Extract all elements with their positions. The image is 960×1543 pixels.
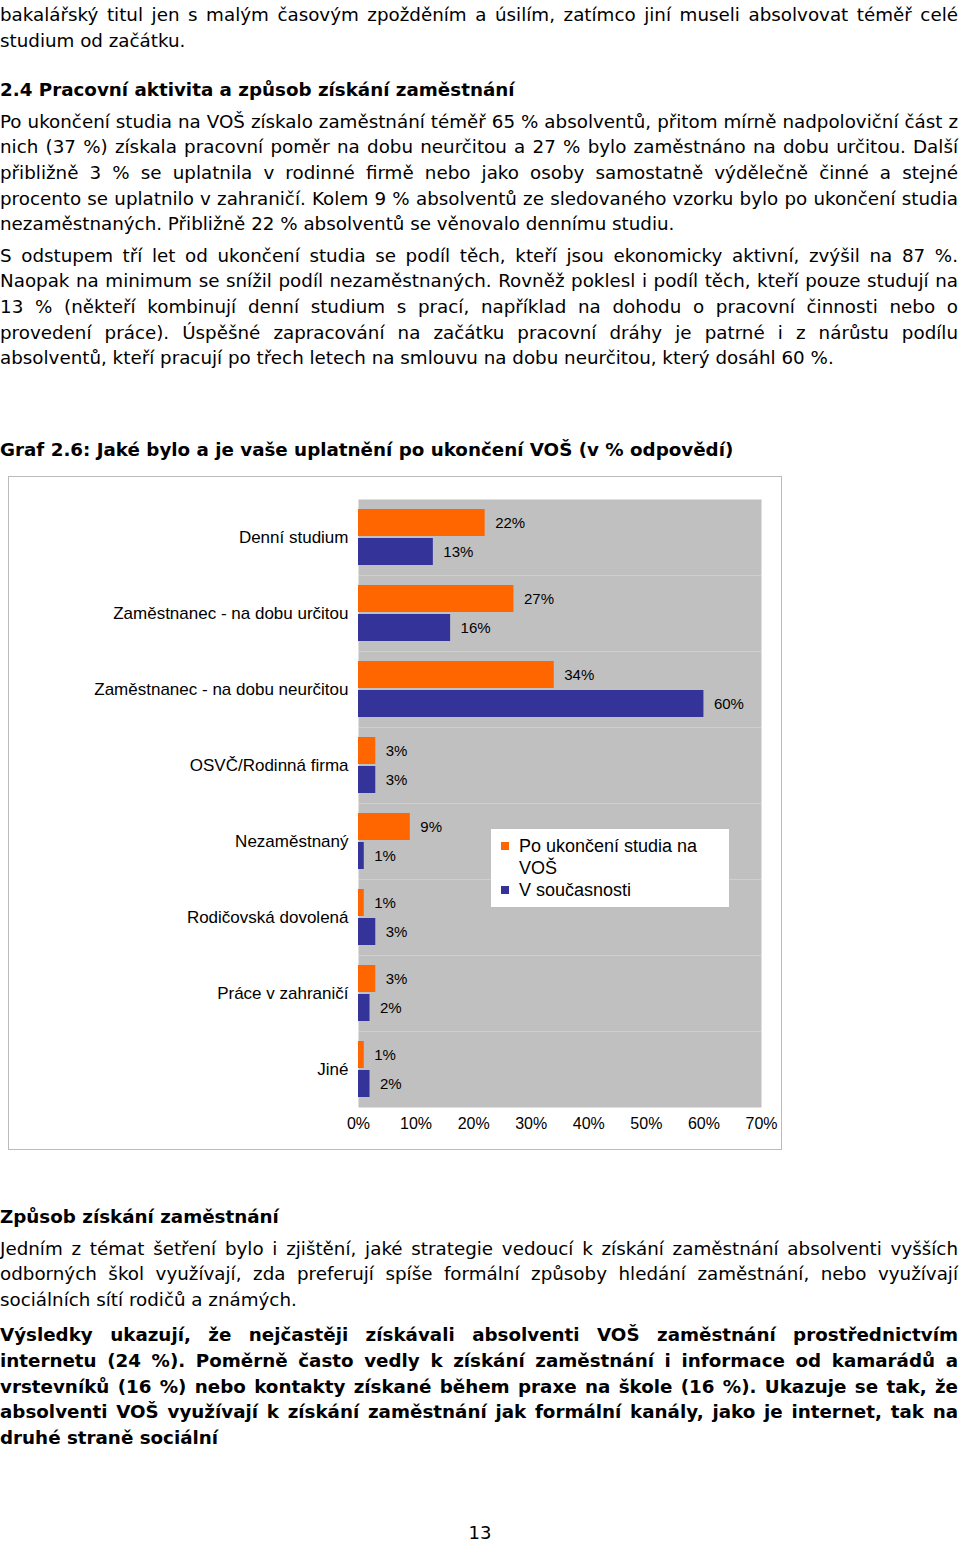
svg-text:3%: 3% <box>386 970 408 987</box>
svg-text:Zaměstnanec - na dobu určitou: Zaměstnanec - na dobu určitou <box>113 604 348 623</box>
html-text:S odstupem tří let od ukončení: S odstupem tří let od ukončení studia se… <box>0 244 958 369</box>
svg-text:16%: 16% <box>461 619 491 636</box>
svg-text:9%: 9% <box>420 818 442 835</box>
svg-text:60%: 60% <box>714 695 744 712</box>
svg-text:30%: 30% <box>515 1115 547 1132</box>
svg-text:40%: 40% <box>573 1115 605 1132</box>
svg-text:3%: 3% <box>386 923 408 940</box>
svg-text:27%: 27% <box>524 590 554 607</box>
html-text:2.4 Pracovní aktivita a způsob: 2.4 Pracovní aktivita a způsob získání z… <box>0 79 515 101</box>
html-text:Výsledky ukazují, že nejčastěj: Výsledky ukazují, že nejčastěji získával… <box>0 1324 958 1448</box>
svg-text:70%: 70% <box>745 1115 777 1132</box>
html-text:Po ukončení studia na VOŠ získ: Po ukončení studia na VOŠ získalo zaměst… <box>0 110 958 235</box>
html-text:13: 13 <box>468 1522 492 1543</box>
svg-text:22%: 22% <box>495 514 525 531</box>
svg-text:OSVČ/Rodinná firma: OSVČ/Rodinná firma <box>190 756 349 775</box>
svg-text:0%: 0% <box>347 1115 370 1132</box>
svg-text:50%: 50% <box>630 1115 662 1132</box>
svg-text:1%: 1% <box>374 847 396 864</box>
svg-text:3%: 3% <box>386 771 408 788</box>
svg-text:Zaměstnanec - na dobu neurčito: Zaměstnanec - na dobu neurčitou <box>94 680 348 699</box>
html-text:bakalářský titul jen s malým č: bakalářský titul jen s malým časovým zpo… <box>0 4 958 51</box>
svg-text:1%: 1% <box>374 894 396 911</box>
svg-text:34%: 34% <box>564 666 594 683</box>
svg-text:2%: 2% <box>380 999 402 1016</box>
svg-text:3%: 3% <box>386 742 408 759</box>
svg-text:Denní studium: Denní studium <box>239 528 349 547</box>
svg-text:Nezaměstnaný: Nezaměstnaný <box>235 832 349 851</box>
svg-text:10%: 10% <box>400 1115 432 1132</box>
html-text:Graf 2.6: Jaké bylo a je vaše: Graf 2.6: Jaké bylo a je vaše uplatnění … <box>0 439 734 460</box>
html-text:Po ukončení studia na VOŠ: Po ukončení studia na VOŠ <box>519 836 698 878</box>
svg-text:2%: 2% <box>380 1075 402 1092</box>
svg-text:Rodičovská dovolená: Rodičovská dovolená <box>187 908 349 927</box>
html-text:V současnosti: V současnosti <box>519 880 632 900</box>
html-text:Jedním z témat šetření bylo i: Jedním z témat šetření bylo i zjištění, … <box>0 1237 958 1310</box>
html-text:Způsob získání zaměstnání: Způsob získání zaměstnání <box>0 1206 279 1227</box>
svg-text:60%: 60% <box>688 1115 720 1132</box>
svg-text:20%: 20% <box>458 1115 490 1132</box>
svg-text:13%: 13% <box>443 543 473 560</box>
svg-text:1%: 1% <box>374 1046 396 1063</box>
svg-text:Jiné: Jiné <box>317 1060 348 1079</box>
svg-text:Práce v zahraničí: Práce v zahraničí <box>217 984 349 1003</box>
